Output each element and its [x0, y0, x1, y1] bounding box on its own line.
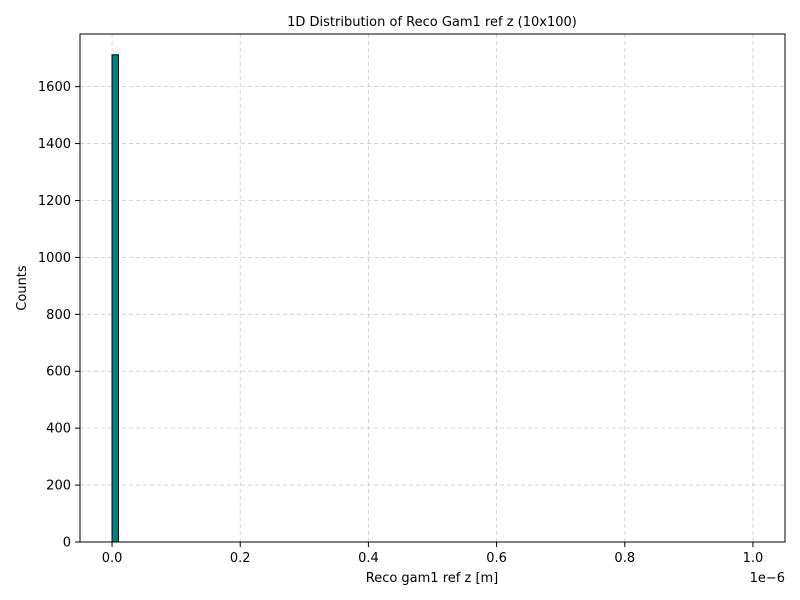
- y-tick-label: 1400: [38, 137, 71, 152]
- y-axis-ticks: 0 200 400 600 800 1000 1200 1400 1600: [38, 80, 80, 551]
- x-tick-label: 1.0: [743, 551, 764, 566]
- x-tick-label: 0.2: [230, 551, 251, 566]
- y-tick-label: 1600: [38, 80, 71, 95]
- y-tick-label: 1000: [38, 251, 71, 266]
- x-axis-label: Reco gam1 ref z [m]: [366, 571, 499, 586]
- y-tick-label: 200: [46, 479, 71, 494]
- x-axis-ticks: 0.0 0.2 0.4 0.6 0.8 1.0: [102, 542, 764, 566]
- y-tick-label: 0: [63, 536, 71, 551]
- x-tick-label: 0.6: [486, 551, 507, 566]
- chart-title: 1D Distribution of Reco Gam1 ref z (10x1…: [287, 15, 577, 30]
- y-tick-label: 600: [46, 365, 71, 380]
- histogram-bar: [111, 54, 119, 543]
- y-tick-label: 400: [46, 422, 71, 437]
- x-tick-label: 0.0: [102, 551, 123, 566]
- x-tick-label: 0.8: [614, 551, 635, 566]
- histogram-bars: [111, 54, 119, 543]
- y-tick-label: 1200: [38, 194, 71, 209]
- x-tick-label: 0.4: [358, 551, 379, 566]
- plot-area-frame: [79, 33, 786, 543]
- y-axis-label: Counts: [15, 265, 30, 311]
- x-axis-offset-label: 1e−6: [750, 571, 785, 586]
- y-tick-label: 800: [46, 308, 71, 323]
